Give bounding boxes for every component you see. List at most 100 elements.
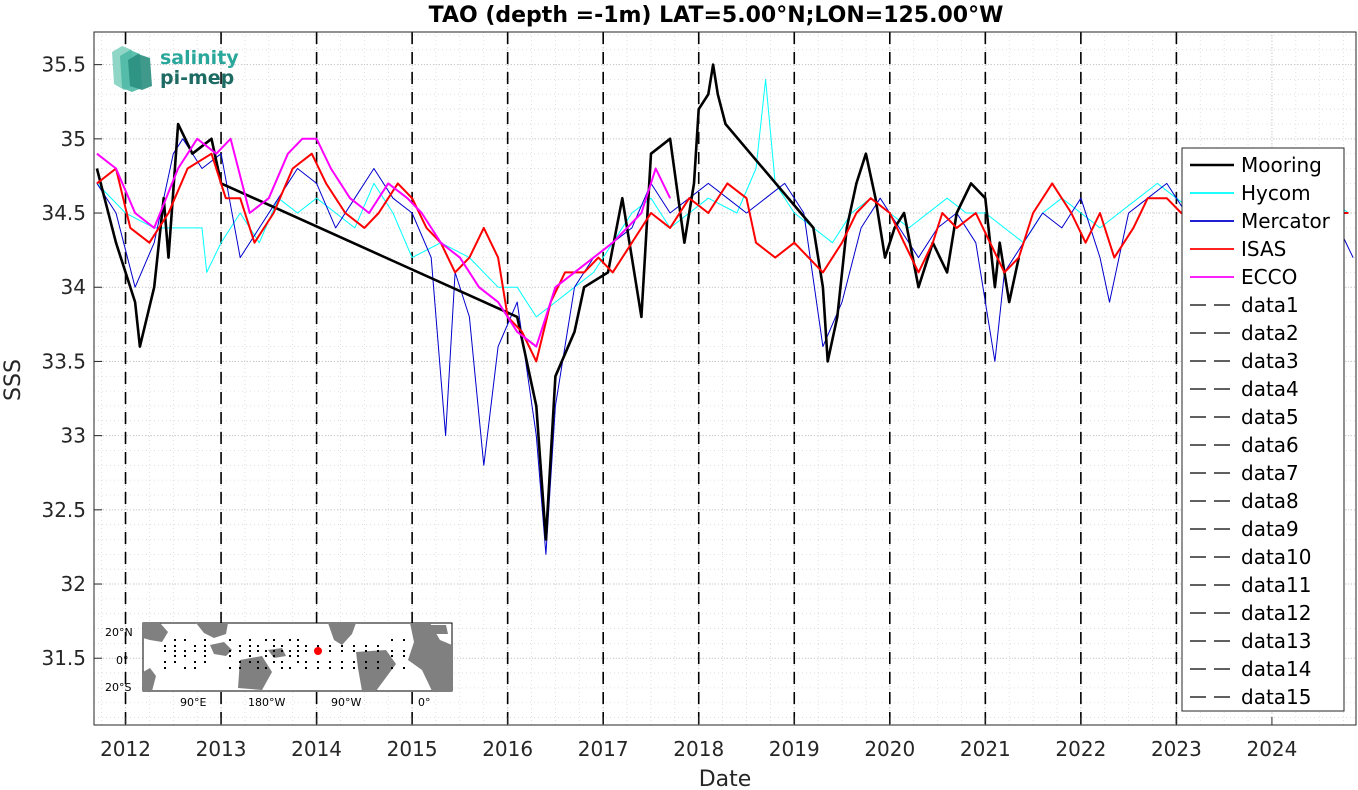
map-lon-tick-0: 0° [418,696,431,709]
x-tick-label: 2019 [769,737,820,761]
mooring-dot [289,667,291,669]
legend-label: data4 [1241,377,1299,401]
mooring-dot [174,639,176,641]
mooring-dot [164,661,166,663]
mooring-dot [194,661,196,663]
legend-label: data14 [1241,657,1312,681]
mooring-dot [265,650,267,652]
map-lon-tick-90W: 90°W [331,696,361,709]
map-lat-tick-20N: 20°N [105,626,133,639]
legend-label: Mercator [1241,209,1331,233]
x-tick-label: 2021 [960,737,1011,761]
chart-title: TAO (depth =-1m) LAT=5.00°N;LON=125.00°W [429,3,1004,28]
mooring-dot [305,645,307,647]
x-tick-label: 2020 [864,737,915,761]
series-mercator [96,138,1354,555]
mooring-dot [353,667,355,669]
y-ticks: 31.5 32 32.5 33 33.5 34 34.5 35 35.5 [41,53,102,670]
mooring-dot [249,650,251,652]
mooring-dot [229,655,231,657]
mooring-dot [377,661,379,663]
map-lon-tick-180W: 180°W [248,696,285,709]
y-tick-label: 32 [61,572,86,596]
year-dashed-lines [124,32,1178,725]
legend: Mooring Hycom Mercator ISAS ECCO data1 data2 da… [1181,147,1345,712]
mooring-dot [265,639,267,641]
mooring-dot [341,650,343,652]
mooring-dot [257,661,259,663]
y-tick-label: 35.5 [41,53,86,77]
mooring-dot [184,650,186,652]
y-tick-label: 34.5 [41,201,86,225]
legend-label: data7 [1241,461,1299,485]
mooring-dot [229,667,231,669]
x-tick-label: 2012 [100,737,151,761]
mooring-dot [174,661,176,663]
legend-label: data12 [1241,601,1312,625]
legend-label: data13 [1241,629,1312,653]
mooring-dot [164,645,166,647]
mooring-dot [281,667,283,669]
mooring-dot [353,645,355,647]
y-tick-label: 33.5 [41,349,86,373]
mooring-dot [341,661,343,663]
legend-label: data8 [1241,489,1299,513]
mooring-dot [174,650,176,652]
plot-area [94,32,1356,725]
mooring-dot [317,661,319,663]
mooring-dot [194,650,196,652]
mooring-dot [297,655,299,657]
salinity-pi-mep-logo: salinity pi-mep [112,46,239,92]
x-tick-label: 2013 [196,737,247,761]
mooring-dot [377,645,379,647]
mooring-dot [174,655,176,657]
mooring-dot [249,639,251,641]
mooring-dot [365,645,367,647]
mooring-dot [403,655,405,657]
legend-label: Mooring [1241,153,1322,177]
mooring-dot [204,655,206,657]
y-tick-label: 34 [61,275,86,299]
y-tick-label: 33 [61,424,86,448]
mooring-dot [229,650,231,652]
mooring-dot [194,667,196,669]
mooring-dot [229,639,231,641]
mooring-dot [403,639,405,641]
legend-label: data3 [1241,349,1299,373]
logo-line1: salinity [160,47,239,69]
mooring-dot [239,645,241,647]
mooring-dot [249,645,251,647]
x-tick-label: 2015 [387,737,438,761]
mooring-dot [239,667,241,669]
axes-box [93,31,1357,726]
map-land [143,623,452,691]
y-tick-label: 32.5 [41,498,86,522]
mooring-dot [184,655,186,657]
mooring-dot [403,650,405,652]
x-tick-label: 2014 [291,737,342,761]
legend-label: ISAS [1241,237,1286,261]
mooring-dot [289,639,291,641]
mooring-dot [184,667,186,669]
inset-map: 20°N 0° 20°S 90°E 180°W 90°W 0° [105,622,453,709]
mooring-dot [204,645,206,647]
mooring-dot [281,661,283,663]
x-tick-label: 2022 [1055,737,1106,761]
mooring-dot [329,650,331,652]
mooring-dot [305,661,307,663]
mooring-dot [273,639,275,641]
legend-label: data1 [1241,293,1299,317]
mooring-dot [365,650,367,652]
mooring-dot [305,650,307,652]
mooring-dot [317,667,319,669]
mooring-dot [239,661,241,663]
mooring-dot [391,655,393,657]
series-ecco [96,137,671,348]
mooring-dot [184,639,186,641]
mooring-dot [273,661,275,663]
legend-label: data11 [1241,573,1312,597]
x-tick-label: 2016 [482,737,533,761]
mooring-dot [377,667,379,669]
mooring-dot [353,661,355,663]
